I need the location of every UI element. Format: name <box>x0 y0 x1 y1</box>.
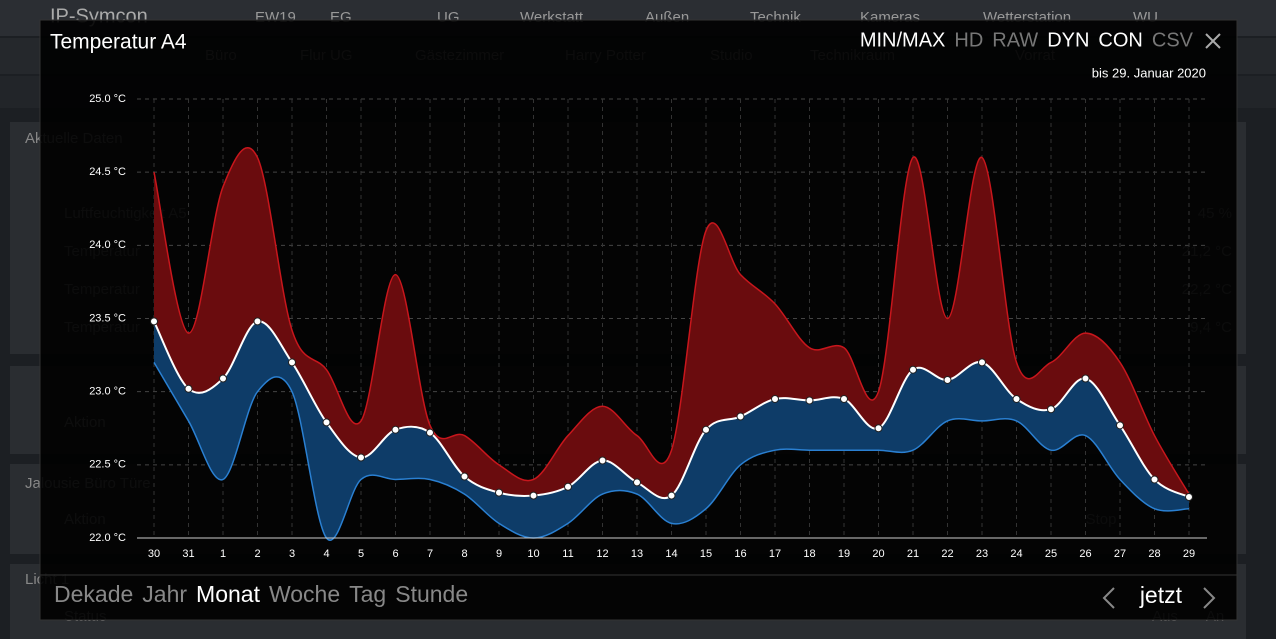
data-point <box>1012 394 1021 403</box>
y-tick-label: 25.0 °C <box>89 93 126 105</box>
x-tick-label: 16 <box>734 548 746 560</box>
view-option[interactable]: RAW <box>992 29 1038 51</box>
data-point <box>909 365 917 374</box>
data-point <box>253 317 262 326</box>
period-option[interactable]: Stunde <box>395 581 468 607</box>
x-tick-label: 11 <box>562 548 573 560</box>
x-tick-label: 27 <box>1114 548 1126 560</box>
data-point <box>598 456 607 465</box>
x-tick-label: 17 <box>769 548 781 560</box>
x-tick-label: 20 <box>872 548 884 560</box>
x-tick-label: 26 <box>1079 548 1091 560</box>
prev-button[interactable] <box>1102 587 1115 609</box>
next-button[interactable] <box>1203 587 1216 609</box>
x-tick-label: 21 <box>907 548 919 560</box>
y-tick-label: 23.0 °C <box>89 386 126 398</box>
view-option[interactable]: CSV <box>1152 29 1194 51</box>
period-option[interactable]: Jahr <box>142 581 187 607</box>
y-tick-label: 23.5 °C <box>89 312 126 324</box>
x-tick-label: 4 <box>323 548 329 560</box>
x-tick-label: 9 <box>496 548 502 560</box>
y-tick-label: 22.0 °C <box>89 532 126 544</box>
view-option[interactable]: HD <box>954 29 983 51</box>
y-tick-label: 24.0 °C <box>89 239 126 251</box>
x-tick-label: 15 <box>700 548 712 560</box>
period-option[interactable]: Monat <box>196 581 261 607</box>
close-button[interactable] <box>1205 33 1221 49</box>
data-point <box>426 428 434 437</box>
y-tick-label: 24.5 °C <box>89 166 126 178</box>
period-option[interactable]: Woche <box>269 581 340 607</box>
range-edge <box>153 362 1190 541</box>
data-point <box>771 394 779 403</box>
range-label: bis 29. Januar 2020 <box>1092 65 1206 80</box>
x-tick-label: 18 <box>803 548 815 560</box>
x-tick-label: 24 <box>1010 548 1022 560</box>
view-option[interactable]: CON <box>1098 29 1142 51</box>
x-tick-label: 22 <box>941 548 953 560</box>
x-tick-label: 14 <box>665 548 677 560</box>
data-point <box>943 375 952 384</box>
x-tick-label: 19 <box>838 548 850 560</box>
data-point <box>805 396 814 405</box>
x-tick-label: 13 <box>631 548 643 560</box>
data-point <box>150 317 158 326</box>
data-point <box>1150 475 1159 484</box>
y-tick-label: 22.5 °C <box>89 459 126 471</box>
view-option[interactable]: MIN/MAX <box>860 29 946 51</box>
data-point <box>736 412 745 421</box>
data-point <box>874 424 883 433</box>
data-point <box>391 425 400 434</box>
data-point <box>529 491 538 500</box>
data-point <box>460 472 469 481</box>
x-tick-label: 2 <box>254 548 260 560</box>
x-tick-label: 1 <box>220 548 226 560</box>
view-option[interactable]: DYN <box>1047 29 1089 51</box>
x-tick-label: 8 <box>461 548 467 560</box>
period-option[interactable]: Tag <box>349 581 386 607</box>
now-button[interactable]: jetzt <box>1139 582 1183 608</box>
data-point <box>357 453 365 462</box>
x-tick-label: 3 <box>289 548 295 560</box>
data-point <box>840 394 848 403</box>
x-tick-label: 23 <box>976 548 988 560</box>
data-point <box>978 358 986 367</box>
range-area <box>154 321 1189 541</box>
data-point <box>288 358 296 367</box>
dialog-title: Temperatur A4 <box>50 31 187 54</box>
data-point <box>184 384 193 393</box>
x-tick-label: 30 <box>148 548 160 560</box>
data-point <box>1185 493 1193 502</box>
x-tick-label: 6 <box>392 548 398 560</box>
x-tick-label: 25 <box>1045 548 1057 560</box>
data-point <box>1116 421 1124 430</box>
data-point <box>322 418 331 427</box>
data-point <box>1047 405 1055 414</box>
period-option[interactable]: Dekade <box>54 581 133 607</box>
data-point <box>495 488 503 497</box>
x-tick-label: 28 <box>1148 548 1160 560</box>
data-point <box>219 374 227 383</box>
x-tick-label: 31 <box>182 548 194 560</box>
x-tick-label: 10 <box>527 548 539 560</box>
x-tick-label: 29 <box>1183 548 1195 560</box>
data-point <box>1081 374 1090 383</box>
x-tick-label: 7 <box>427 548 433 560</box>
range-edge <box>153 147 1190 495</box>
data-point <box>667 491 676 500</box>
data-point <box>702 425 710 434</box>
x-tick-label: 5 <box>358 548 364 560</box>
data-point <box>633 478 641 487</box>
x-tick-label: 12 <box>596 548 608 560</box>
data-point <box>564 482 572 491</box>
